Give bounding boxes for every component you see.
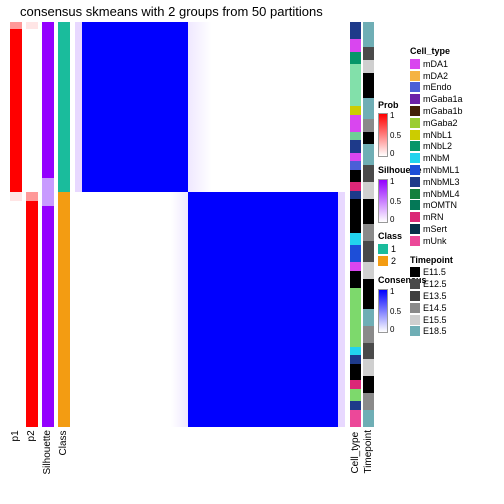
timepoint-label: Timepoint — [363, 430, 374, 474]
left-col-labels: p1 p2 Silhouette Class — [10, 430, 70, 474]
p1-label: p1 — [10, 430, 22, 474]
class-label: Class — [58, 430, 70, 474]
class-col — [58, 22, 70, 427]
right-legends: Cell_typemDA1mDA2mEndomGaba1amGaba1bmGab… — [410, 46, 500, 345]
cell-type-col — [350, 22, 361, 427]
right-annotations — [350, 22, 374, 427]
cell-type-label: Cell_type — [350, 430, 361, 474]
left-annotations — [10, 22, 70, 427]
silhouette-col — [42, 22, 54, 427]
p2-label: p2 — [26, 430, 38, 474]
consensus-heatmap — [75, 22, 345, 427]
chart-container: consensus skmeans with 2 groups from 50 … — [0, 0, 504, 504]
silhouette-label: Silhouette — [42, 430, 54, 474]
timepoint-col — [363, 22, 374, 427]
p1-col — [10, 22, 22, 427]
chart-title: consensus skmeans with 2 groups from 50 … — [20, 4, 323, 19]
right-col-labels: Cell_type Timepoint — [350, 430, 374, 474]
p2-col — [26, 22, 38, 427]
